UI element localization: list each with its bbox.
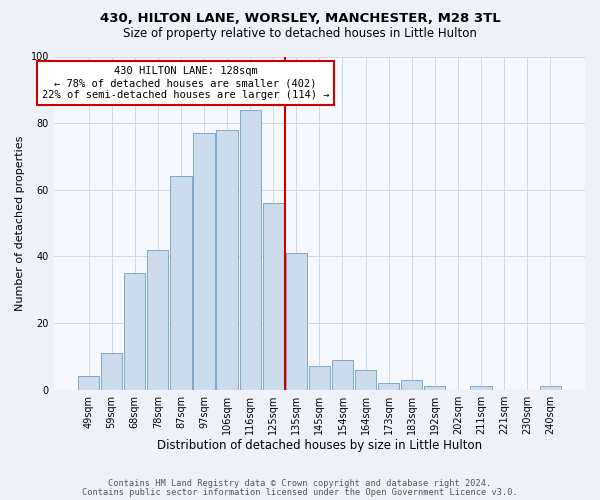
X-axis label: Distribution of detached houses by size in Little Hulton: Distribution of detached houses by size … — [157, 440, 482, 452]
Bar — [124, 273, 145, 390]
Text: Contains public sector information licensed under the Open Government Licence v3: Contains public sector information licen… — [82, 488, 518, 497]
Text: 430, HILTON LANE, WORSLEY, MANCHESTER, M28 3TL: 430, HILTON LANE, WORSLEY, MANCHESTER, M… — [100, 12, 500, 26]
Bar — [470, 386, 491, 390]
Bar — [286, 253, 307, 390]
Bar — [263, 203, 284, 390]
Bar — [539, 386, 561, 390]
Text: Size of property relative to detached houses in Little Hulton: Size of property relative to detached ho… — [123, 28, 477, 40]
Bar — [332, 360, 353, 390]
Bar — [239, 110, 261, 390]
Bar — [147, 250, 169, 390]
Bar — [309, 366, 330, 390]
Bar — [101, 353, 122, 390]
Bar — [355, 370, 376, 390]
Bar — [193, 133, 215, 390]
Text: Contains HM Land Registry data © Crown copyright and database right 2024.: Contains HM Land Registry data © Crown c… — [109, 478, 491, 488]
Bar — [378, 383, 399, 390]
Y-axis label: Number of detached properties: Number of detached properties — [15, 136, 25, 311]
Bar — [78, 376, 99, 390]
Bar — [401, 380, 422, 390]
Bar — [217, 130, 238, 390]
Text: 430 HILTON LANE: 128sqm
← 78% of detached houses are smaller (402)
22% of semi-d: 430 HILTON LANE: 128sqm ← 78% of detache… — [42, 66, 329, 100]
Bar — [170, 176, 191, 390]
Bar — [424, 386, 445, 390]
